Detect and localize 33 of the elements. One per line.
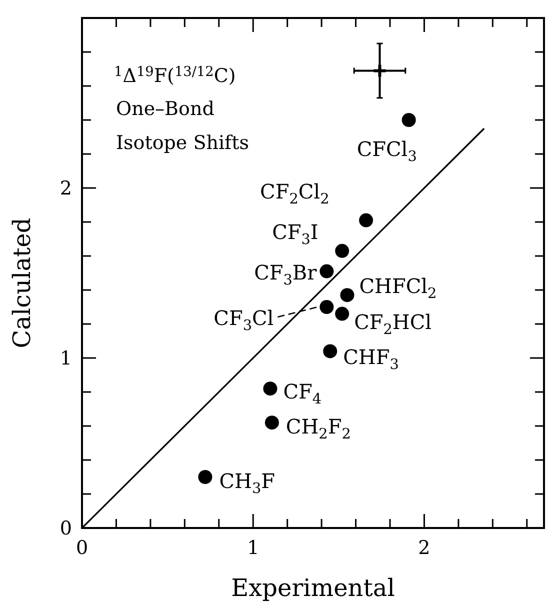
annotation: CHF$_{3}$ — [343, 345, 399, 374]
point — [320, 264, 334, 278]
x-tick-label: 2 — [418, 537, 430, 559]
x-axis-title: Experimental — [231, 574, 395, 602]
text: $^{1}$Δ$^{19}$F($^{13/12}$C) — [114, 64, 236, 87]
annotation: CHFCl$_{2}$ — [359, 274, 437, 302]
point — [198, 470, 212, 484]
point — [264, 416, 279, 430]
annotation: CF$_{3}$I — [272, 220, 318, 248]
annotation: CF$_{2}$Cl$_{2}$ — [260, 179, 330, 208]
annotation: CF$_{3}$Cl — [214, 306, 274, 334]
y-tick-label: 2 — [60, 178, 72, 200]
annotation: CH$_{3}$F — [219, 469, 276, 498]
point — [372, 63, 388, 78]
x-tick-label: 1 — [247, 537, 260, 559]
point — [263, 382, 278, 396]
point — [340, 288, 354, 302]
point — [335, 306, 350, 321]
point — [335, 244, 350, 258]
text: One–Bond Isotope Shifts — [116, 98, 249, 154]
point — [402, 113, 416, 127]
annotation: CF$_{4}$ — [283, 380, 322, 408]
y-axis-title: Calculated — [8, 218, 36, 348]
annotation: CFCl$_{3}$ — [356, 137, 417, 166]
point — [359, 213, 374, 228]
annotation: CF$_{3}$Br — [254, 260, 318, 288]
annotation: CH$_{2}$F$_{2}$ — [286, 414, 351, 443]
y-tick-label: 0 — [60, 518, 72, 540]
y-tick-label: 1 — [60, 348, 72, 370]
x-tick-label: 0 — [76, 537, 88, 559]
point — [320, 300, 334, 314]
annotation: CF$_{2}$HCl — [354, 310, 432, 338]
point — [323, 344, 338, 358]
